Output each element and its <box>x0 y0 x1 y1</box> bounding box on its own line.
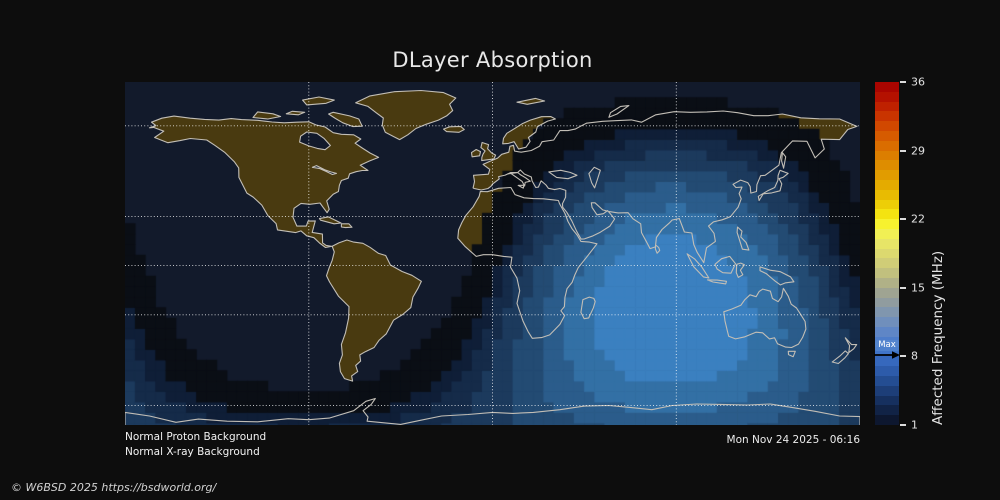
colorbar-cell <box>875 287 899 299</box>
coastline-tasmania <box>787 350 796 358</box>
coastline-antarctica <box>125 397 860 425</box>
colorbar-cell <box>875 82 899 93</box>
coastline-gridline-layer <box>125 82 860 425</box>
colorbar-cell <box>875 91 899 103</box>
colorbar-tick-label: 1 <box>911 418 918 432</box>
coastline-victoria-island <box>252 111 282 120</box>
colorbar-cell <box>875 366 899 377</box>
coastline-caspian-sea <box>588 166 601 189</box>
colorbar-cell <box>875 268 899 279</box>
colorbar-tick <box>900 149 906 152</box>
colorbar-cell <box>875 376 899 387</box>
coastline-sakhalin <box>781 152 787 169</box>
colorbar-cell <box>875 317 899 328</box>
absorption-bands-layer <box>125 82 860 425</box>
colorbar-tick-label: 8 <box>911 349 918 363</box>
coastline-hispaniola <box>340 223 353 229</box>
colorbar-tick <box>900 424 906 426</box>
coastline-greenland <box>355 89 457 141</box>
background-conditions: Normal Proton Background Normal X-ray Ba… <box>125 430 266 460</box>
coastline-hudson-bay <box>299 131 331 151</box>
colorbar-axis-label: Affected Frequency (MHz) <box>930 250 946 425</box>
page-title: DLayer Absorption <box>392 48 593 72</box>
coastline-iceland <box>442 125 465 133</box>
coastline-philippines <box>736 226 750 251</box>
xray-condition-text: Normal X-ray Background <box>125 446 260 458</box>
coastline-svalbard <box>516 97 546 105</box>
colorbar-cell <box>875 170 899 181</box>
coastline-great-lakes <box>311 165 338 176</box>
colorbar-cell <box>875 229 899 240</box>
coastline-java <box>706 279 728 285</box>
colorbar-tick-label: 29 <box>911 144 925 158</box>
colorbar-cell <box>875 307 899 318</box>
colorbar-tick <box>900 355 906 358</box>
colorbar-cell <box>875 238 899 250</box>
coastline-arctic-island <box>285 110 306 116</box>
colorbar-cell <box>875 346 899 357</box>
colorbar-cell <box>875 150 899 161</box>
colorbar-tick <box>900 218 906 221</box>
coastline-black-sea <box>548 169 578 180</box>
colorbar-cell <box>875 395 899 406</box>
colorbar-cell <box>875 160 899 171</box>
coastline-japan <box>757 169 789 202</box>
coastline-great-britain <box>480 141 497 162</box>
colorbar-tick-label: 15 <box>911 281 925 295</box>
colorbar-cell <box>875 356 899 367</box>
coastline-new-zealand-north <box>844 337 858 354</box>
max-arrow-icon <box>874 351 900 360</box>
coastline-south-america <box>325 239 422 382</box>
colorbar-tick-label: 22 <box>911 212 925 226</box>
coastline-italy <box>507 172 531 187</box>
colorbar-cell <box>875 385 899 397</box>
coastline-novaya-zemlya <box>608 105 630 118</box>
colorbar-cell <box>875 199 899 210</box>
colorbar-cell <box>875 189 899 201</box>
colorbar-cell <box>875 278 899 289</box>
coastline-sicily <box>517 184 525 189</box>
coastline-sulawesi <box>735 262 745 278</box>
colorbar-cell <box>875 219 899 230</box>
colorbar-cell <box>875 327 899 338</box>
coastline-north-america <box>148 115 380 249</box>
copyright-text: © W6BSD 2025 https://bsdworld.org/ <box>11 481 217 494</box>
colorbar-tick-label: 36 <box>911 75 925 89</box>
colorbar-cell <box>875 140 899 152</box>
coastline-borneo <box>714 255 737 274</box>
coastline-madagascar <box>580 296 596 320</box>
coastline-scandinavia <box>502 115 556 150</box>
colorbar-cell <box>875 405 899 416</box>
colorbar-cell <box>875 209 899 220</box>
coastline-sri-lanka <box>654 244 661 254</box>
coastline-africa <box>457 186 598 339</box>
coastline-australia <box>723 287 807 349</box>
colorbar <box>875 82 899 426</box>
coastline-new-zealand-south <box>831 350 849 365</box>
max-frequency-badge: Max <box>875 340 899 352</box>
coastline-cuba <box>318 216 342 225</box>
colorbar-cell <box>875 248 899 259</box>
colorbar-tick <box>900 286 906 289</box>
colorbar-cell <box>875 415 899 426</box>
colorbar-cell <box>875 297 899 308</box>
colorbar-cell <box>875 111 899 122</box>
world-map <box>125 82 860 425</box>
proton-condition-text: Normal Proton Background <box>125 431 267 443</box>
colorbar-cell <box>875 258 899 269</box>
coastline-eurasia <box>472 110 858 264</box>
colorbar-tick <box>900 81 906 83</box>
coastline-sumatra <box>686 253 710 279</box>
graticule-gridlines <box>125 82 860 425</box>
colorbar-cell <box>875 131 899 142</box>
coastline-baffin-island <box>328 111 363 128</box>
coastline-ireland <box>470 148 482 158</box>
coastline-new-guinea <box>759 266 795 286</box>
colorbar-cell <box>875 101 899 112</box>
colorbar-cell <box>875 121 899 132</box>
timestamp-text: Mon Nov 24 2025 - 06:16 <box>726 434 860 446</box>
coastline-ellesmere-island <box>302 96 335 106</box>
colorbar-cell <box>875 180 899 191</box>
